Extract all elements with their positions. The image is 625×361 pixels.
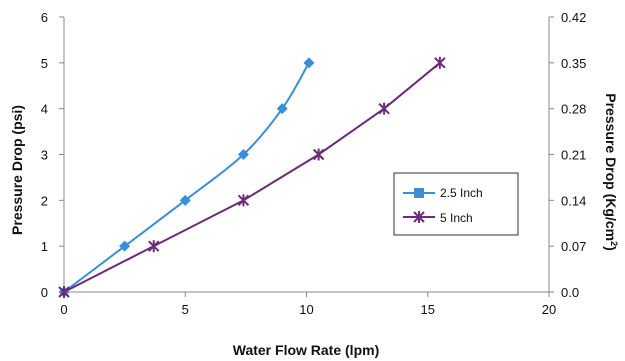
y-tick-label: 5 <box>41 56 48 71</box>
y2-axis-title: Pressure Drop (Kg/cm2) <box>603 93 619 251</box>
y2-tick-label: 0.28 <box>561 102 586 117</box>
x-tick-label: 15 <box>421 302 435 317</box>
axes <box>63 17 550 293</box>
x-tick-label: 20 <box>542 302 556 317</box>
x-tick-label: 5 <box>182 302 189 317</box>
y-tick-label: 2 <box>41 193 48 208</box>
data-point-2-5-inch <box>303 57 315 69</box>
series-line-5-inch <box>63 62 441 293</box>
legend-marker-2-5-inch <box>414 188 424 198</box>
data-point-2-5-inch <box>276 103 288 115</box>
y-tick-label: 6 <box>41 10 48 25</box>
x-tick-label: 0 <box>60 302 67 317</box>
data-point-2-5-inch <box>119 240 131 252</box>
y2-tick-label: 0.35 <box>561 56 586 71</box>
y2-tick-label: 0.21 <box>561 148 586 163</box>
y2-tick-label: 0.42 <box>561 10 586 25</box>
legend-label-5-inch: 5 Inch <box>440 211 473 225</box>
data-point-5-inch <box>58 286 70 298</box>
legend-marker-5-inch <box>413 211 425 223</box>
data-point-5-inch <box>312 148 325 161</box>
data-point-2-5-inch <box>179 194 191 206</box>
legend: 2.5 Inch 5 Inch <box>393 172 519 236</box>
y-tick-label: 3 <box>41 148 48 163</box>
series-line-2-5-inch <box>63 62 310 293</box>
data-point-5-inch <box>434 56 446 69</box>
x-axis-title: Water Flow Rate (lpm) <box>233 342 380 358</box>
y-tick-label: 0 <box>41 285 48 300</box>
legend-box <box>393 172 519 236</box>
y2-tick-label: 0.0 <box>561 285 579 300</box>
y2-axis-title-main: Pressure Drop (Kg/cm <box>603 93 619 241</box>
y2-axis-title-close: ) <box>603 246 619 251</box>
y2-axis-title-sup: 2 <box>609 241 619 246</box>
y2-tick-label: 0.07 <box>561 239 586 254</box>
y2-tick-label: 0.14 <box>561 193 586 208</box>
ticks: 0 5 10 15 20 0 1 2 3 4 5 6 0.0 0.07 0.14 0.21 0.28 0.35 0.… <box>41 10 587 317</box>
y-tick-label: 4 <box>41 102 48 117</box>
y-axis-title: Pressure Drop (psi) <box>9 105 25 235</box>
series-layer <box>58 56 446 298</box>
data-point-5-inch <box>378 102 390 115</box>
data-point-5-inch <box>237 194 250 207</box>
y-tick-label: 1 <box>41 239 48 254</box>
legend-label-2-5-inch: 2.5 Inch <box>440 186 483 200</box>
x-tick-label: 10 <box>299 302 313 317</box>
data-point-5-inch <box>148 240 160 253</box>
data-point-2-5-inch <box>237 149 249 160</box>
